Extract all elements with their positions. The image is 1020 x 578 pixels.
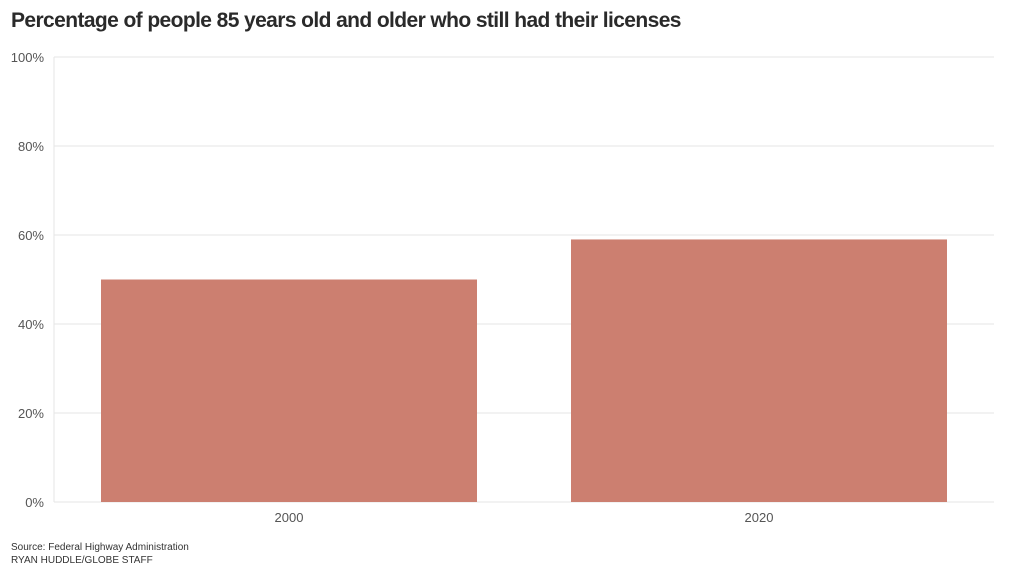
bars — [101, 239, 947, 502]
y-axis: 0% 20% 40% 60% 80% 100% — [11, 50, 55, 510]
bar-2020 — [571, 239, 947, 502]
y-tick-label-80: 80% — [18, 139, 44, 154]
footer: Source: Federal Highway Administration R… — [11, 541, 189, 567]
chart-title: Percentage of people 85 years old and ol… — [11, 9, 681, 32]
x-axis: 2000 2020 — [275, 510, 774, 525]
y-tick-label-40: 40% — [18, 317, 44, 332]
source-note: Source: Federal Highway Administration — [11, 542, 189, 553]
x-tick-label-2000: 2000 — [275, 510, 304, 525]
credit-note: RYAN HUDDLE/GLOBE STAFF — [11, 555, 153, 566]
y-tick-label-20: 20% — [18, 406, 44, 421]
y-tick-label-0: 0% — [25, 495, 44, 510]
y-tick-label-100: 100% — [11, 50, 45, 65]
bar-2000 — [101, 279, 477, 502]
y-tick-label-60: 60% — [18, 228, 44, 243]
x-tick-label-2020: 2020 — [745, 510, 774, 525]
